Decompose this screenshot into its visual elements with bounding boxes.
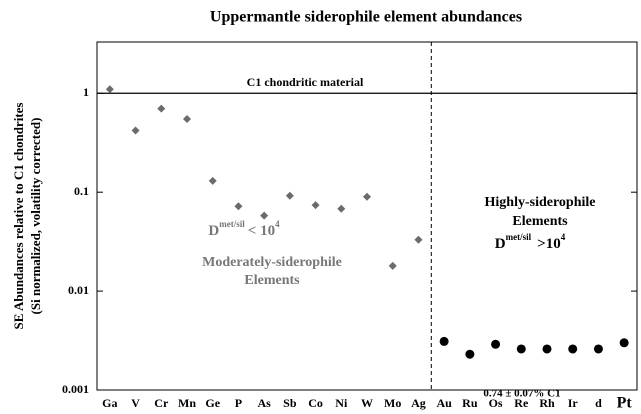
annotation: 0.74 ± 0.07% C1 <box>483 388 560 400</box>
point <box>131 126 140 135</box>
y-tick-label: 0.001 <box>62 382 89 396</box>
annotation: Moderately-siderophile <box>202 255 342 270</box>
x-tick-label: Ru <box>462 396 478 410</box>
x-tick-label: d <box>595 396 602 410</box>
point <box>363 192 371 201</box>
annotation: Dmet/sil >104 <box>495 232 566 252</box>
x-tick-label: Mn <box>178 396 196 410</box>
x-tick-label: Os <box>489 396 503 410</box>
annotation-part: D <box>208 223 219 239</box>
x-tick-label: As <box>257 396 271 410</box>
point <box>208 176 217 185</box>
y-axis-label: (Si normalized, volatility corrected) <box>28 118 43 315</box>
annotation-part: 4 <box>275 219 280 229</box>
point <box>285 191 294 200</box>
point <box>619 338 629 348</box>
annotation: Dmet/sil < 104 <box>208 219 280 239</box>
reference-label: C1 chondritic material <box>247 75 364 89</box>
y-tick-label: 0.1 <box>74 184 89 198</box>
annotation-part: >10 <box>537 236 561 252</box>
x-tick-label: Cr <box>154 396 169 410</box>
x-tick-label: Mo <box>384 396 401 410</box>
plot-frame <box>96 41 638 391</box>
annotation-part: D <box>495 236 506 252</box>
point <box>593 344 603 354</box>
y-tick-label: 1 <box>83 85 89 99</box>
point <box>234 202 243 211</box>
point <box>491 339 501 349</box>
chart-title: Uppermantle siderophile element abundanc… <box>210 9 522 26</box>
x-tick-label: Sb <box>283 396 297 410</box>
x-tick-label: Ga <box>102 396 117 410</box>
annotation-part: met/sil <box>219 219 245 229</box>
y-axis-label: SE Abundances relative to C1 chondrites <box>11 103 26 330</box>
point <box>465 349 475 359</box>
x-tick-label: P <box>235 396 242 410</box>
point <box>439 336 449 346</box>
x-tick-label: Rh <box>539 396 555 410</box>
x-tick-label: Re <box>514 396 529 410</box>
point <box>516 344 526 354</box>
annotation-part: 4 <box>561 232 566 242</box>
point <box>105 85 114 94</box>
x-tick-label: Ag <box>411 396 426 410</box>
annotation: Elements <box>244 273 300 288</box>
y-tick-label: 0.01 <box>68 283 89 297</box>
point <box>414 235 423 244</box>
point <box>260 211 269 220</box>
x-tick-label: Ni <box>335 396 348 410</box>
x-tick-label: V <box>131 396 140 410</box>
x-tick-label: Au <box>436 396 452 410</box>
annotation-part: < 10 <box>248 223 275 239</box>
annotation-part: met/sil <box>506 232 532 242</box>
x-tick-label: Ir <box>568 396 579 410</box>
x-tick-label: Ge <box>205 396 220 410</box>
point <box>157 104 166 113</box>
point <box>388 261 397 270</box>
x-tick-label: W <box>361 396 373 410</box>
x-tick-label: Pt <box>617 395 633 412</box>
point <box>337 204 346 213</box>
point <box>183 114 191 123</box>
x-tick-label: Co <box>308 396 323 410</box>
point <box>311 201 320 210</box>
point <box>568 344 578 354</box>
annotation: Elements <box>512 214 568 229</box>
annotation: Highly-siderophile <box>485 195 596 210</box>
point <box>542 344 552 354</box>
